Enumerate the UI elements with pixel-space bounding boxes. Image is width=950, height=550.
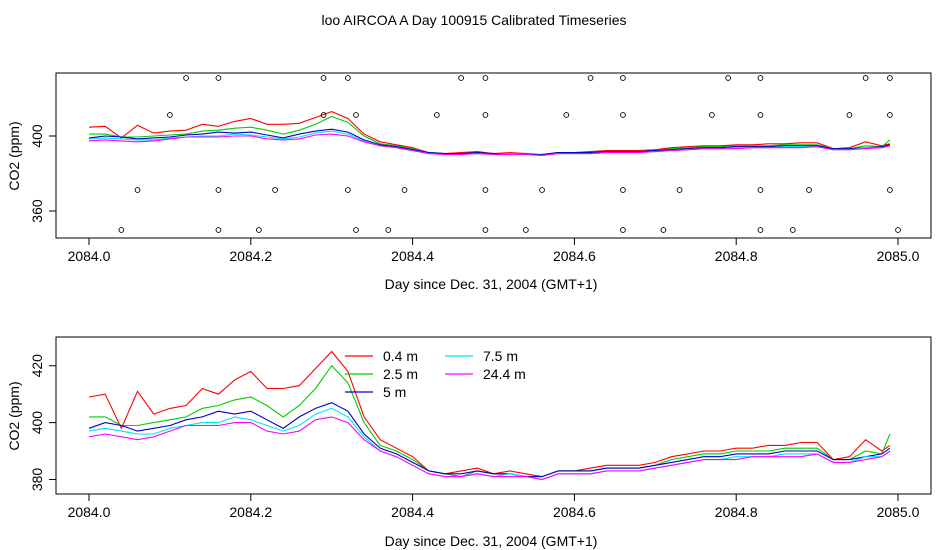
top-x-tick-label: 2085.0 (877, 248, 920, 264)
top-marker-point (806, 187, 812, 193)
top-y-tick-label: 400 (29, 124, 45, 148)
top-marker-point (887, 187, 893, 193)
top-x-tick-label: 2084.8 (715, 248, 758, 264)
top-marker-point (118, 227, 125, 233)
top-x-axis: 2084.0 2084.2 2084.4 2084.6 2084.8 2085.0 (68, 238, 920, 264)
top-marker-point (482, 75, 489, 81)
bottom-y-axis: 380 400 420 (29, 354, 56, 491)
top-marker-point (846, 112, 853, 118)
top-marker-point (183, 75, 189, 81)
top-marker-point (215, 75, 222, 81)
bottom-x-tick-label: 2084.4 (391, 504, 434, 520)
top-marker-point (709, 112, 715, 118)
top-marker-point (620, 75, 626, 81)
top-marker-point (789, 227, 796, 233)
top-marker-point (887, 112, 893, 118)
top-marker-point (862, 75, 869, 81)
top-marker-point (385, 227, 392, 233)
top-marker-point (167, 112, 173, 118)
top-series-line-5-m (88, 128, 891, 156)
bottom-series-line-5-m (88, 402, 891, 478)
bottom-x-tick-label: 2084.6 (553, 504, 596, 520)
top-marker-point (434, 112, 440, 118)
bottom-x-axis-label: Day since Dec. 31, 2004 (GMT+1) (385, 533, 598, 549)
bottom-y-axis-label: CO2 (ppm) (6, 381, 22, 450)
top-marker-point (482, 112, 489, 118)
top-marker-point (620, 112, 626, 118)
top-panel: 2084.0 2084.2 2084.4 2084.6 2084.8 2085.0 360… (6, 72, 932, 292)
legend-label: 5 m (383, 384, 406, 400)
top-marker-point (620, 227, 626, 233)
top-plot-frame (55, 72, 932, 239)
bottom-x-tick-label: 2085.0 (877, 504, 920, 520)
top-marker-point (215, 187, 222, 193)
top-marker-point (353, 227, 359, 233)
top-marker-point (345, 75, 351, 81)
bottom-series-line-2-5-m (89, 364, 891, 478)
bottom-x-tick-label: 2084.8 (715, 504, 758, 520)
top-marker-point (887, 75, 893, 81)
top-y-tick-label: 360 (29, 199, 45, 223)
bottom-series-line-7-5-m (88, 407, 891, 481)
top-x-tick-label: 2084.0 (68, 248, 111, 264)
top-marker-point (272, 187, 278, 193)
top-marker-point (482, 227, 489, 233)
top-x-axis-label: Day since Dec. 31, 2004 (GMT+1) (385, 276, 598, 292)
top-marker-point (757, 187, 764, 193)
top-marker-point (725, 75, 731, 81)
legend: 0.4 m 2.5 m 5 m 7.5 m 24.4 m (345, 348, 526, 400)
top-marker-point (215, 227, 222, 233)
bottom-series-group (88, 350, 891, 481)
top-marker-point (587, 75, 594, 81)
bottom-x-tick-label: 2084.0 (68, 504, 111, 520)
bottom-y-tick-label: 380 (29, 468, 45, 492)
top-marker-point (320, 112, 327, 118)
top-x-tick-label: 2084.4 (391, 248, 434, 264)
top-marker-point (757, 75, 764, 81)
top-marker-group (118, 75, 901, 233)
bottom-y-tick-label: 420 (29, 354, 45, 378)
top-marker-point (345, 187, 351, 193)
top-y-axis: 360 400 (29, 124, 56, 223)
top-x-tick-label: 2084.2 (229, 248, 272, 264)
top-marker-point (539, 187, 545, 193)
top-marker-point (563, 112, 570, 118)
top-marker-point (401, 187, 408, 193)
top-marker-point (676, 187, 683, 193)
bottom-x-axis: 2084.0 2084.2 2084.4 2084.6 2084.8 2085.0 (68, 494, 920, 520)
top-marker-point (757, 227, 764, 233)
top-marker-point (757, 112, 764, 118)
top-y-axis-label: CO2 (ppm) (6, 121, 22, 190)
chart-title: loo AIRCOA A Day 100915 Calibrated Times… (321, 12, 626, 28)
top-marker-point (353, 112, 359, 118)
bottom-x-tick-label: 2084.2 (229, 504, 272, 520)
bottom-series-line-24-4-m (88, 416, 891, 481)
top-marker-point (620, 187, 626, 193)
bottom-plot-frame (55, 336, 932, 495)
legend-label: 24.4 m (483, 366, 526, 382)
top-marker-point (660, 227, 667, 233)
top-series-group (88, 111, 891, 157)
top-x-tick-label: 2084.6 (553, 248, 596, 264)
legend-label: 2.5 m (383, 366, 418, 382)
top-series-line-24-4-m (88, 133, 891, 157)
legend-label: 0.4 m (383, 348, 418, 364)
bottom-y-tick-label: 400 (29, 411, 45, 435)
top-marker-point (134, 187, 141, 193)
top-marker-point (523, 227, 529, 233)
top-marker-point (256, 227, 262, 233)
bottom-panel: 2084.0 2084.2 2084.4 2084.6 2084.8 2085.0 380… (6, 336, 932, 549)
top-marker-point (320, 75, 327, 81)
legend-label: 7.5 m (483, 348, 518, 364)
top-marker-point (895, 227, 901, 233)
top-marker-point (482, 187, 489, 193)
top-marker-point (458, 75, 464, 81)
